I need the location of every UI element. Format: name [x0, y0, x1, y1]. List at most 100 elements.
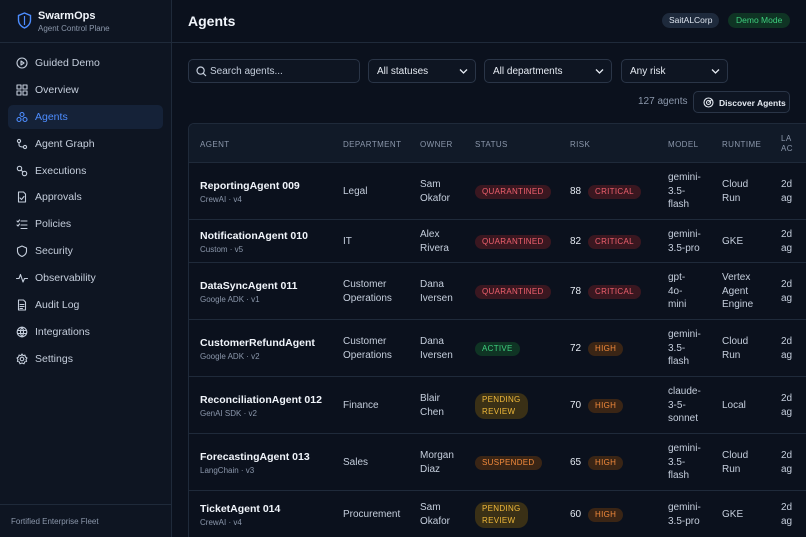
col-header-last-active[interactable]: LA AC [781, 134, 793, 153]
agent-name-link[interactable]: DataSyncAgent 011 [200, 279, 298, 292]
table-row[interactable]: ForecastingAgent 013 LangChain · v3 Sales M… [189, 434, 806, 491]
status-badge: QUARANTINED [475, 184, 551, 199]
status-badge: PENDING REVIEW [475, 392, 528, 419]
department-cell: Legal [343, 185, 368, 197]
radar-icon [703, 97, 714, 108]
last-active-cell: 2d ag [781, 179, 793, 204]
last-active-cell: 2d ag [781, 450, 793, 475]
risk-score: 70 [570, 399, 582, 411]
search-box[interactable] [188, 59, 360, 83]
sidebar-item-label: Agent Graph [35, 137, 95, 150]
chevron-down-icon [595, 69, 604, 74]
agent-name-link[interactable]: ForecastingAgent 013 [200, 450, 310, 463]
org-badge[interactable]: SaitALCorp [662, 13, 720, 28]
col-header-status[interactable]: STATUS [475, 140, 508, 149]
brand-subtitle: Agent Control Plane [38, 24, 110, 33]
col-header-agent[interactable]: AGENT [200, 140, 230, 149]
model-cell: gemini- 3.5-pro [668, 229, 701, 254]
risk-score: 78 [570, 285, 582, 297]
last-active-cell: 2d ag [781, 279, 793, 304]
sidebar-item-integrations[interactable]: Integrations [8, 320, 163, 344]
demo-mode-badge: Demo Mode [728, 13, 791, 28]
risk-level-badge: CRITICAL [588, 234, 641, 249]
discover-agents-button[interactable]: Discover Agents [693, 91, 790, 113]
agent-framework: Google ADK · v2 [200, 351, 260, 361]
sidebar-item-agents[interactable]: Agents [8, 104, 163, 129]
document-icon [17, 299, 27, 311]
sidebar-item-security[interactable]: Security [8, 239, 163, 263]
table-row[interactable]: DataSyncAgent 011 Google ADK · v1 Customer… [189, 263, 806, 320]
chevron-down-icon [711, 69, 720, 74]
col-header-owner[interactable]: OWNER [420, 140, 453, 149]
col-header-risk[interactable]: RISK [570, 140, 591, 149]
department-cell: Customer Operations [343, 336, 392, 361]
status-filter-value: All statuses [377, 66, 429, 77]
sidebar-item-label: Integrations [35, 325, 90, 338]
sidebar-item-overview[interactable]: Overview [8, 78, 163, 102]
agent-name-link[interactable]: NotificationAgent 010 [200, 229, 308, 242]
model-cell: gemini- 3.5- flash [668, 172, 701, 211]
sidebar-item-label: Observability [35, 272, 96, 285]
sidebar-item-executions[interactable]: Executions [8, 159, 163, 183]
owner-cell: Alex Rivera [420, 229, 449, 254]
model-cell: gemini- 3.5- flash [668, 443, 701, 482]
agent-name-link[interactable]: CustomerRefundAgent [200, 336, 315, 349]
table-row[interactable]: CustomerRefundAgent Google ADK · v2 Custom… [189, 320, 806, 377]
model-cell: gemini- 3.5-pro [668, 502, 701, 527]
agent-framework: CrewAI · v4 [200, 194, 242, 204]
status-filter[interactable]: All statuses [368, 59, 476, 83]
owner-cell: Sam Okafor [420, 179, 451, 204]
sidebar-item-policies[interactable]: Policies [8, 212, 163, 236]
sidebar: SwarmOps Agent Control Plane Guided Demo… [0, 0, 172, 537]
brand: SwarmOps Agent Control Plane [0, 0, 171, 43]
agents-icon [16, 111, 28, 122]
search-input[interactable] [210, 63, 355, 80]
col-header-runtime[interactable]: RUNTIME [722, 140, 762, 149]
status-badge: SUSPENDED [475, 455, 542, 470]
risk-level-badge: CRITICAL [588, 184, 641, 199]
sidebar-item-agent-graph[interactable]: Agent Graph [8, 132, 163, 156]
sidebar-item-label: Executions [35, 164, 87, 177]
pulse-icon [16, 274, 28, 283]
sidebar-item-guided-demo[interactable]: Guided Demo [8, 51, 163, 75]
table-row[interactable]: NotificationAgent 010 Custom · v5 IT Alex R… [189, 220, 806, 263]
col-header-department[interactable]: DEPARTMENT [343, 140, 402, 149]
sidebar-item-audit-log[interactable]: Audit Log [8, 293, 163, 317]
shield-icon [16, 245, 28, 258]
sidebar-item-label: Overview [35, 83, 79, 96]
risk-level-badge: HIGH [588, 398, 624, 413]
agent-framework: GenAI SDK · v2 [200, 408, 257, 418]
col-header-model[interactable]: MODEL [668, 140, 699, 149]
sidebar-item-label: Audit Log [35, 299, 80, 312]
brand-name: SwarmOps [38, 10, 96, 22]
owner-cell: Sam Okafor [420, 502, 451, 527]
department-cell: Sales [343, 456, 369, 468]
table-header: AGENT DEPARTMENT OWNER STATUS RISK MODEL… [189, 124, 806, 163]
fleet-label: Fortified Enterprise Fleet [11, 517, 99, 526]
agent-name-link[interactable]: ReportingAgent 009 [200, 179, 300, 192]
department-filter[interactable]: All departments [484, 59, 612, 83]
agent-framework: Google ADK · v1 [200, 294, 260, 304]
agent-name-link[interactable]: ReconciliationAgent 012 [200, 393, 322, 406]
runtime-cell: GKE [722, 508, 744, 520]
sidebar-item-settings[interactable]: Settings [8, 347, 163, 371]
policies-icon [16, 219, 28, 230]
model-cell: claude- 3-5- sonnet [668, 386, 701, 425]
sidebar-item-label: Policies [35, 218, 72, 231]
table-row[interactable]: TicketAgent 014 CrewAI · v4 Procurement Sam… [189, 491, 806, 537]
department-filter-value: All departments [493, 66, 563, 77]
status-badge: ACTIVE [475, 341, 520, 356]
risk-level-badge: CRITICAL [588, 284, 641, 299]
shield-logo-icon [17, 12, 32, 29]
sidebar-item-approvals[interactable]: Approvals [8, 185, 163, 209]
owner-cell: Morgan Diaz [420, 450, 454, 475]
agent-name-link[interactable]: TicketAgent 014 [200, 502, 281, 515]
status-badge: PENDING REVIEW [475, 501, 528, 528]
risk-filter[interactable]: Any risk [621, 59, 728, 83]
table-row[interactable]: ReconciliationAgent 012 GenAI SDK · v2 Fin… [189, 377, 806, 434]
table-row[interactable]: ReportingAgent 009 CrewAI · v4 Legal Sam Ok… [189, 163, 806, 220]
page-header: Agents SaitALCorp Demo Mode [172, 0, 806, 43]
sidebar-footer: Fortified Enterprise Fleet [0, 504, 171, 537]
sidebar-item-observability[interactable]: Observability [8, 266, 163, 290]
model-cell: gpt- 4o- mini [668, 272, 687, 311]
